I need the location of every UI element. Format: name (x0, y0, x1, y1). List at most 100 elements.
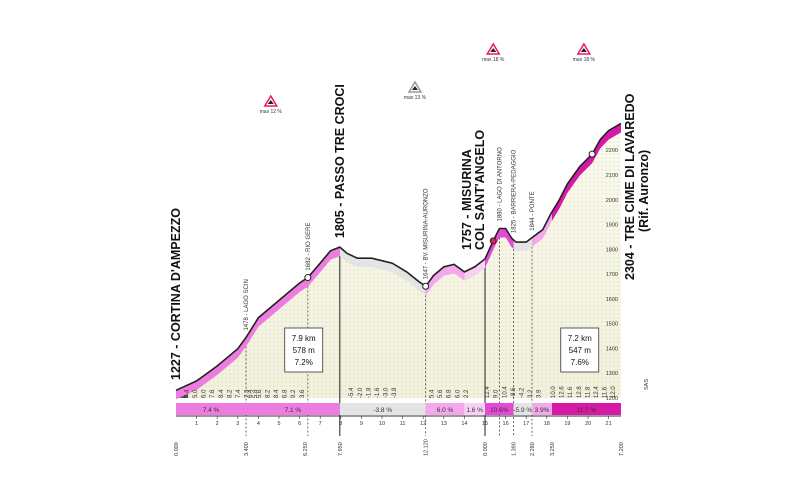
gradient-label-4: 1.6 % (466, 407, 483, 414)
gradient-ribbon-0 (176, 337, 246, 400)
section-gradient-2-3: -1.6 (375, 387, 381, 398)
section-gradient-3-1: 5.6 (438, 389, 444, 398)
distance-mark-9: 7.200 (619, 442, 625, 456)
distance-mark-7: 2.280 (530, 442, 536, 456)
climb-box-0-line-2: 7.2% (295, 358, 313, 367)
section-gradient-1-6: 3.6 (300, 389, 306, 398)
location-label-9: 2304 - TRE CIME DI LAVAREDO (623, 93, 637, 280)
x-tick-label-11: 11 (400, 421, 406, 427)
climb-box-1-line-2: 7.6% (571, 358, 589, 367)
gradient-ribbon-3 (425, 264, 465, 296)
distance-mark-3: 7.950 (338, 442, 344, 456)
section-gradient-3-3: 6.0 (455, 389, 461, 398)
profile-dot-2 (489, 237, 497, 245)
section-gradient-1-5: 9.2 (291, 389, 297, 398)
x-tick-label-10: 10 (379, 421, 385, 427)
gradient-label-6: -5.9 % (513, 407, 532, 414)
section-gradient-5-1: 12.6 (560, 386, 566, 398)
max-label-1: max 13 % (404, 95, 427, 101)
gradient-label-8: 11.7 % (577, 407, 597, 414)
section-gradient-3-0: 5.4 (430, 389, 436, 398)
location-label-6: 1880 - LAGO DI ANTORNO (497, 147, 503, 222)
section-gradient-4-6: 3.9 (537, 389, 543, 398)
gradient-label-1: 7.1 % (285, 407, 302, 414)
y-tick-1500: 1500 (606, 322, 618, 328)
section-gradient-0-2: 6.0 (202, 389, 208, 398)
section-gradient-2-2: -1.8 (366, 387, 372, 398)
section-gradient-5-5: 12.4 (594, 386, 600, 398)
section-gradient-0-6: 7.4 (236, 389, 242, 398)
gradient-bar-5 (485, 403, 514, 415)
section-gradient-0-1: 5.0 (193, 389, 199, 398)
gradient-label-7: 3.9% (535, 407, 550, 414)
max-icon-mark-0 (267, 100, 274, 104)
profile-area-texture (176, 124, 621, 399)
distance-mark-2: 6.250 (303, 442, 309, 456)
max-label-2: max 18 % (482, 57, 505, 63)
x-tick-label-12: 12 (420, 421, 426, 427)
gradient-ribbon-4 (464, 259, 485, 281)
gradient-ribbon-1 (246, 247, 340, 347)
location-label-7: 1825 - BARRIERA-PEDAGGIO (512, 149, 518, 233)
section-gradient-3-4: 2.2 (464, 389, 470, 398)
gradient-bar-2 (339, 403, 426, 415)
section-gradient-0-8: 5.8 (253, 389, 259, 398)
section-gradient-0-0: 7.4 (184, 389, 190, 398)
section-gradient-0-4: 8.4 (219, 389, 225, 398)
climb-box-1-line-1: 547 m (569, 346, 592, 355)
location-label-0: 1227 - CORTINA D'AMPEZZO (169, 208, 183, 380)
gradient-bar-6 (513, 403, 532, 415)
x-tick-label-7: 7 (319, 421, 322, 427)
section-gradient-2-5: -3.8 (392, 387, 398, 398)
x-tick-label-16: 16 (503, 421, 509, 427)
section-gradient-0-5: 8.2 (227, 389, 233, 398)
y-tick-1200: 1200 (606, 396, 618, 402)
section-gradient-5-4: 11.8 (585, 386, 591, 398)
gradient-ribbon-7 (532, 211, 552, 247)
section-gradient-2-0: -5.4 (349, 387, 355, 398)
gradient-bar-7 (531, 403, 552, 415)
section-gradient-3-2: 6.8 (447, 389, 453, 398)
gradient-label-2: -3.8 % (373, 407, 392, 414)
distance-mark-4: 12.120 (424, 439, 430, 456)
section-gradient-4-1: 9.0 (494, 389, 500, 398)
section-gradient-1-2: 8.2 (265, 389, 271, 398)
location-label-1: 1478 - LAGO SCIN (244, 279, 250, 330)
y-tick-1800: 1800 (606, 247, 618, 253)
x-tick-label-15: 15 (482, 421, 488, 427)
section-gradient-4-5: 3.2 (528, 389, 534, 398)
x-tick-label-20: 20 (585, 421, 591, 427)
distance-mark-1: 3.400 (244, 442, 250, 456)
y-tick-2100: 2100 (606, 173, 618, 179)
gradient-ribbon-2 (339, 247, 426, 296)
x-tick-label-18: 18 (544, 421, 550, 427)
x-tick-label-9: 9 (360, 421, 363, 427)
climb-box-1-line-0: 7.2 km (568, 334, 592, 343)
x-tick-label-8: 8 (339, 421, 342, 427)
logo-text: SAS (644, 379, 650, 390)
x-tick-label-4: 4 (257, 421, 260, 427)
x-tick-label-14: 14 (461, 421, 467, 427)
section-gradient-0-7: 7.3 (245, 389, 251, 398)
x-tick-label-1: 1 (195, 421, 198, 427)
gradient-label-0: 7.4 % (203, 407, 220, 414)
gradient-label-3: 6.0 % (437, 407, 454, 414)
section-gradient-1-1: 5.6 (257, 389, 263, 398)
section-gradient-5-3: 12.8 (577, 386, 583, 398)
section-gradient-0-3: 7.6 (210, 389, 216, 398)
section-gradient-2-1: -2.0 (358, 387, 364, 398)
y-tick-1700: 1700 (606, 272, 618, 278)
x-tick-label-13: 13 (441, 421, 447, 427)
profile-line (175, 122, 622, 392)
location-label-4: 1647 - BV. MISURINA-AURONZO (424, 188, 430, 279)
section-gradient-5-7: 12.0 (611, 386, 617, 398)
location-label-2: 1682 - RIO GERE (306, 223, 312, 271)
y-tick-1300: 1300 (606, 371, 618, 377)
profile-dot-0 (304, 274, 312, 282)
location-label-5-sub: COL SANT'ANGELO (473, 130, 487, 250)
gradient-ribbon-8 (552, 123, 621, 221)
max-icon-mark-1 (411, 86, 418, 90)
gradient-bar-3 (425, 403, 465, 415)
